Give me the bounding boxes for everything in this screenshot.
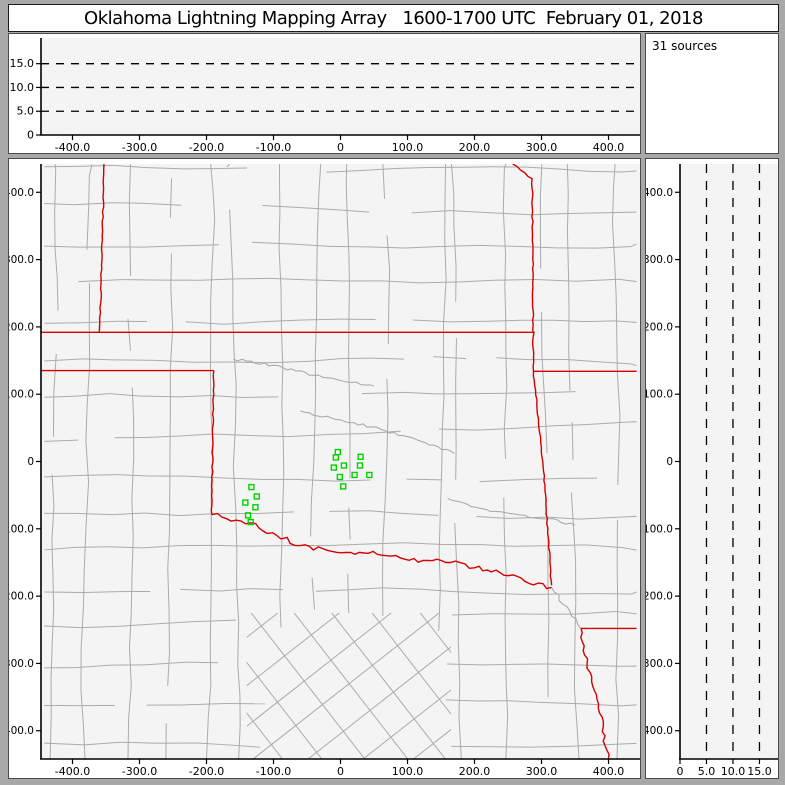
lightning-source-marker [248, 483, 255, 491]
y-tick-label: 400.0 [646, 187, 673, 199]
x-tick-label: 200.0 [459, 141, 491, 153]
lightning-source-marker [366, 471, 373, 479]
x-tick-label: 0 [677, 765, 684, 778]
x-tick-label: -100.0 [256, 141, 291, 153]
x-tick-label: -300.0 [122, 141, 157, 153]
x-tick-label: -400.0 [55, 765, 90, 778]
y-tick-label: -200.0 [9, 591, 34, 603]
y-tick-label: -300.0 [9, 658, 34, 670]
y-tick-label: -200.0 [646, 591, 673, 603]
lightning-source-marker [357, 453, 364, 460]
x-tick-label: -200.0 [189, 141, 224, 153]
lightning-source-marker [351, 471, 358, 479]
plan-view-map-panel: -400.0 -300.0 -200.0 -100.0 0 100.0 200.0 300.0… [8, 158, 641, 779]
lightning-source-marker [253, 493, 260, 500]
dashed-gridlines [705, 164, 761, 759]
x-tick-label: -300.0 [122, 765, 157, 778]
y-tick-labels: 0 5.0 10.0 15.0 [10, 57, 41, 142]
y-tick-label: 15.0 [10, 57, 35, 70]
x-tick-labels: -400.0 -300.0 -200.0 -100.0 0 100.0 200.0 300.0… [55, 759, 625, 778]
y-tick-label: -100.0 [646, 523, 673, 535]
river-beaver-river [233, 358, 375, 387]
y-tick-label: 300.0 [9, 254, 34, 266]
plot-area [680, 164, 778, 759]
lightning-source-marker [242, 499, 249, 506]
plan-view-map-plot: -400.0 -300.0 -200.0 -100.0 0 100.0 200.0 300.0… [9, 164, 640, 778]
lightning-source-marker [340, 462, 348, 469]
y-tick-labels: -400.0 -300.0 -200.0 -100.0 0 100.0 200.0 300.0… [646, 187, 680, 737]
y-tick-label: -400.0 [9, 725, 34, 737]
x-tick-label: 400.0 [593, 141, 625, 153]
y-tick-label: 100.0 [9, 389, 34, 401]
y-tick-label: 400.0 [9, 187, 34, 199]
altitude-east-west-plot: -400.0 -300.0 -200.0 -100.0 0 100.0 200.0 300.0… [10, 38, 640, 153]
lightning-source-marker [252, 504, 259, 511]
state-border-oklahoma-arkansas [532, 371, 553, 586]
altitude-north-south-panel: 0 5.0 10.015.0 -400.0 -300.0 -200.0 -100.0 0 100… [645, 158, 779, 779]
y-tick-labels: -400.0 -300.0 -200.0 -100.0 0 100.0 200.0 300.0… [9, 187, 41, 737]
y-tick-label: 100.0 [646, 389, 673, 401]
state-border-colorado-kansas-102W [98, 164, 105, 333]
lightning-source-marker [244, 512, 252, 519]
plot-area [41, 164, 640, 759]
lightning-source-marker [336, 473, 344, 481]
lightning-source-marker [339, 483, 347, 490]
river-washita-river [447, 497, 576, 526]
source-count-panel: 31 sources [645, 33, 779, 154]
state-border-texas-arkansas-south [580, 628, 610, 759]
x-tick-label: -100.0 [256, 765, 291, 778]
lightning-source-marker [247, 518, 254, 526]
y-tick-label: 0 [666, 456, 673, 468]
lightning-source-markers [242, 448, 373, 526]
county-boundaries [44, 164, 637, 759]
x-tick-labels: 0 5.0 10.0 15.0 [677, 759, 772, 778]
river-lines [233, 358, 582, 629]
altitude-north-south-plot: 0 5.0 10.015.0 -400.0 -300.0 -200.0 -100.0 0 100… [646, 164, 778, 778]
y-tick-label: 5.0 [17, 105, 35, 118]
state-border-texas-100W [210, 370, 215, 515]
x-tick-label: 5.0 [698, 765, 716, 778]
y-tick-label: 10.0 [10, 81, 35, 94]
x-tick-label: 10.0 [721, 765, 746, 778]
altitude-east-west-panel: -400.0 -300.0 -200.0 -100.0 0 100.0 200.0 300.0… [8, 33, 641, 154]
x-tick-label: 200.0 [459, 765, 491, 778]
y-tick-label: 0 [27, 456, 34, 468]
y-tick-label: 0 [27, 129, 34, 142]
plot-area [41, 38, 640, 135]
title-bar: Oklahoma Lightning Mapping Array 1600-17… [8, 4, 779, 32]
x-tick-label: 300.0 [526, 765, 558, 778]
x-tick-label: 400.0 [593, 765, 625, 778]
x-tick-label: 300.0 [526, 141, 558, 153]
y-tick-label: -300.0 [646, 658, 673, 670]
lightning-source-marker [332, 454, 340, 461]
x-tick-label: 100.0 [392, 141, 424, 153]
lightning-source-marker [330, 464, 337, 471]
y-tick-label: -400.0 [646, 725, 673, 737]
dashed-gridlines [41, 63, 640, 112]
river-red-river-southeast [551, 587, 582, 629]
y-tick-label: 200.0 [9, 321, 34, 333]
page-title: Oklahoma Lightning Mapping Array 1600-17… [84, 7, 703, 29]
lightning-source-marker [356, 462, 364, 469]
x-tick-label: 0 [337, 765, 344, 778]
x-tick-label: 0 [337, 141, 344, 153]
state-borders [41, 164, 637, 759]
river-cimarron-river [300, 410, 455, 454]
state-border-red-river [211, 512, 552, 590]
x-tick-label: -200.0 [189, 765, 224, 778]
state-border-missouri-west [512, 164, 535, 372]
x-tick-label: -400.0 [55, 141, 90, 153]
x-tick-labels: -400.0 -300.0 -200.0 -100.0 0 100.0 200.0 300.0… [55, 135, 625, 153]
x-tick-label: 15.0 [747, 765, 772, 778]
y-tick-label: 200.0 [646, 321, 673, 333]
y-tick-label: -100.0 [9, 523, 34, 535]
x-tick-label: 100.0 [392, 765, 424, 778]
source-count-label: 31 sources [652, 39, 718, 53]
y-tick-label: 300.0 [646, 254, 673, 266]
